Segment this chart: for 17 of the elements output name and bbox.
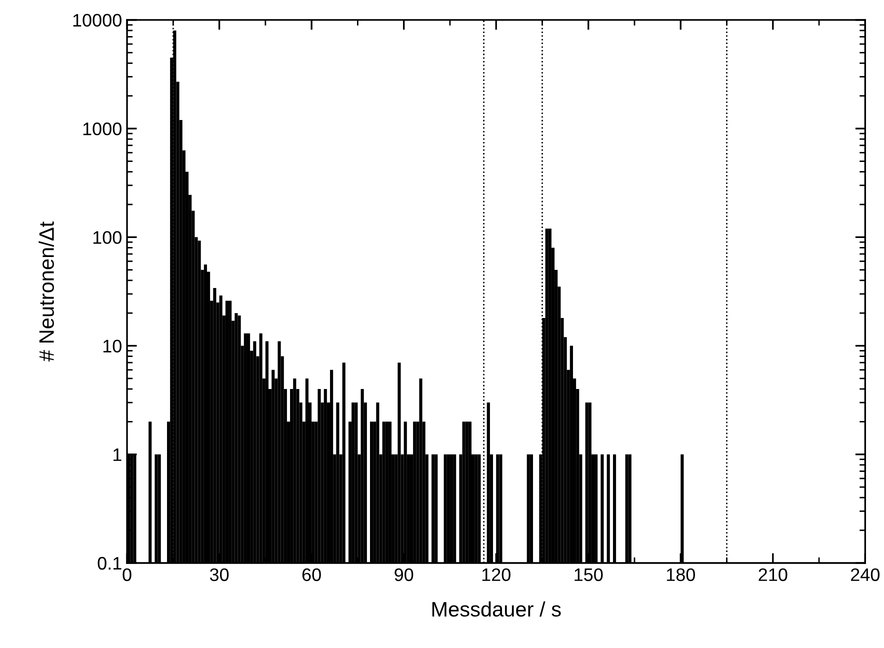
- y-axis-title: # Neutronen/Δt: [38, 222, 54, 362]
- x-tick-label: 150: [574, 568, 603, 582]
- x-tick-label: 180: [666, 568, 695, 582]
- y-tick-label: 10000: [73, 14, 122, 27]
- y-tick-label: 10: [103, 340, 122, 352]
- x-tick-label: 120: [482, 568, 510, 582]
- x-tick-label: 240: [851, 568, 880, 582]
- y-tick-label: 0.1: [98, 556, 122, 570]
- x-tick-label: 60: [302, 568, 321, 582]
- x-tick-label: 30: [210, 568, 229, 582]
- x-axis-title: Messdauer / s: [432, 601, 561, 617]
- x-tick-label: 0: [122, 568, 132, 582]
- y-tick-label: 1000: [83, 122, 122, 136]
- y-tick-label: 100: [93, 231, 122, 244]
- y-tick-label: 1: [114, 448, 122, 461]
- x-tick-label: 210: [758, 568, 788, 582]
- x-tick-label: 90: [394, 568, 414, 582]
